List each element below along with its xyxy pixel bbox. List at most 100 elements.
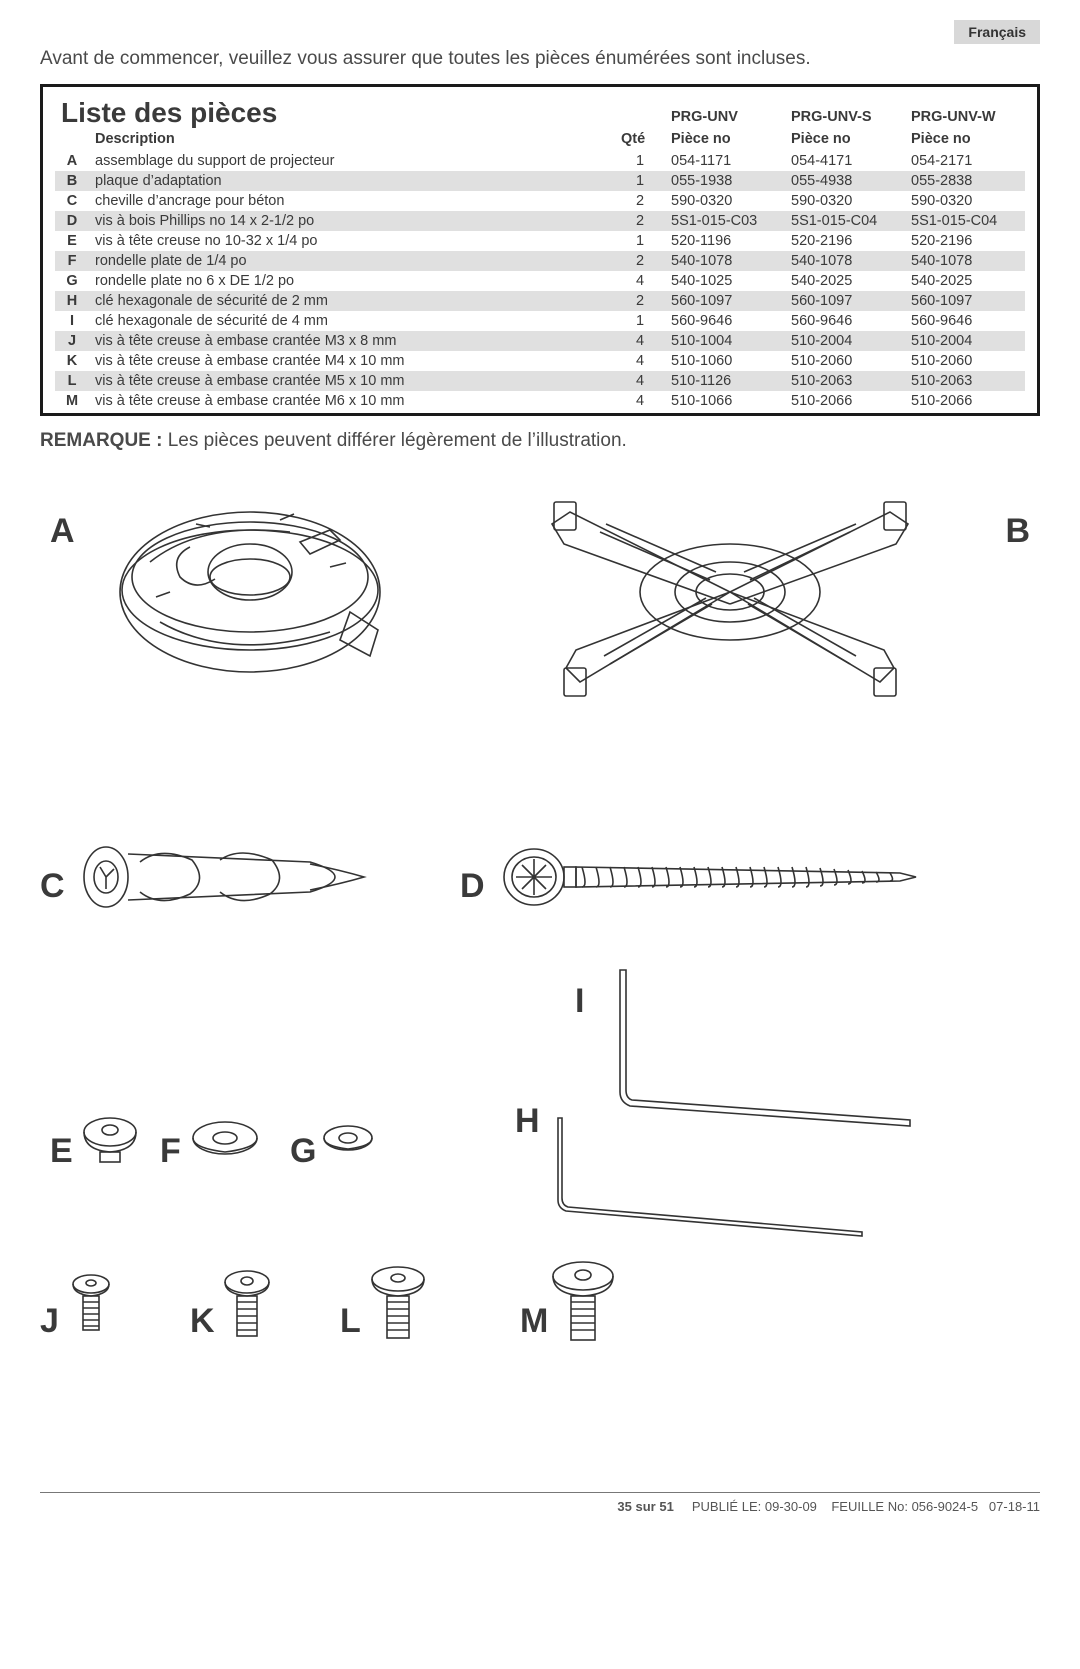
row-pn1: 560-1097 [665, 291, 785, 311]
row-code: H [55, 291, 89, 311]
illus-label-I: I [575, 982, 584, 1021]
row-pn3: 510-2066 [905, 391, 1025, 411]
illus-label-D: D [460, 867, 485, 906]
table-row: Hclé hexagonale de sécurité de 2 mm2560-… [55, 291, 1025, 311]
row-code: J [55, 331, 89, 351]
row-pn2: 590-0320 [785, 191, 905, 211]
row-qty: 4 [615, 391, 665, 411]
row-code: C [55, 191, 89, 211]
parts-list-title: Liste des pièces [61, 97, 277, 129]
footer-sheet-label: FEUILLE No: [831, 1499, 908, 1514]
row-desc: vis à tête creuse à embase crantée M6 x … [89, 391, 615, 411]
row-pn1: 510-1004 [665, 331, 785, 351]
row-pn2: 540-1078 [785, 251, 905, 271]
row-pn2: 510-2066 [785, 391, 905, 411]
row-desc: vis à tête creuse à embase crantée M5 x … [89, 371, 615, 391]
row-pn3: 510-2063 [905, 371, 1025, 391]
illus-H [540, 1112, 870, 1242]
row-code: L [55, 371, 89, 391]
col-qty: Qté [615, 129, 665, 151]
row-pn2: 540-2025 [785, 271, 905, 291]
row-desc: vis à tête creuse à embase crantée M3 x … [89, 331, 615, 351]
row-pn1: 560-9646 [665, 311, 785, 331]
illus-E [80, 1112, 140, 1167]
illus-label-L: L [340, 1302, 361, 1341]
row-pn2: 510-2063 [785, 371, 905, 391]
table-row: Aassemblage du support de projecteur1054… [55, 151, 1025, 171]
table-row: Frondelle plate de 1/4 po2540-1078540-10… [55, 251, 1025, 271]
row-pn3: 510-2060 [905, 351, 1025, 371]
row-code: M [55, 391, 89, 411]
remark-text: Les pièces peuvent différer légèrement d… [162, 430, 626, 451]
row-code: B [55, 171, 89, 191]
illus-G [322, 1124, 374, 1156]
row-qty: 2 [615, 291, 665, 311]
page-footer: 35 sur 51 PUBLIÉ LE: 09-30-09 FEUILLE No… [40, 1492, 1040, 1514]
row-pn1: 054-1171 [665, 151, 785, 171]
illus-label-H: H [515, 1102, 540, 1141]
row-pn2: 5S1-015-C04 [785, 211, 905, 231]
illus-label-B: B [1005, 512, 1030, 551]
footer-sheet-no: 056-9024-5 [912, 1499, 979, 1514]
col-partno-1: Pièce no [665, 129, 785, 151]
row-code: K [55, 351, 89, 371]
col-description: Description [89, 129, 615, 151]
illus-D [500, 837, 920, 917]
row-code: A [55, 151, 89, 171]
row-desc: clé hexagonale de sécurité de 4 mm [89, 311, 615, 331]
row-pn3: 520-2196 [905, 231, 1025, 251]
row-qty: 1 [615, 231, 665, 251]
row-pn1: 520-1196 [665, 231, 785, 251]
model-header-3: PRG-UNV-W [905, 95, 1025, 129]
row-desc: clé hexagonale de sécurité de 2 mm [89, 291, 615, 311]
row-desc: vis à bois Phillips no 14 x 2-1/2 po [89, 211, 615, 231]
illus-K [220, 1268, 274, 1344]
row-pn1: 540-1078 [665, 251, 785, 271]
table-row: Dvis à bois Phillips no 14 x 2-1/2 po25S… [55, 211, 1025, 231]
row-code: D [55, 211, 89, 231]
row-pn1: 510-1060 [665, 351, 785, 371]
illus-label-K: K [190, 1302, 215, 1341]
illus-label-M: M [520, 1302, 548, 1341]
row-code: I [55, 311, 89, 331]
remark-line: REMARQUE : Les pièces peuvent différer l… [40, 430, 1040, 452]
parts-list-box: Liste des pièces PRG-UNV PRG-UNV-S PRG-U… [40, 84, 1040, 416]
row-pn3: 540-2025 [905, 271, 1025, 291]
row-desc: rondelle plate no 6 x DE 1/2 po [89, 271, 615, 291]
illus-A [100, 472, 400, 712]
table-row: Kvis à tête creuse à embase crantée M4 x… [55, 351, 1025, 371]
row-pn1: 540-1025 [665, 271, 785, 291]
table-row: Evis à tête creuse no 10-32 x 1/4 po1520… [55, 231, 1025, 251]
illus-label-A: A [50, 512, 75, 551]
row-qty: 4 [615, 271, 665, 291]
row-pn3: 5S1-015-C04 [905, 211, 1025, 231]
illus-label-F: F [160, 1132, 181, 1171]
row-qty: 4 [615, 371, 665, 391]
row-qty: 1 [615, 151, 665, 171]
table-row: Mvis à tête creuse à embase crantée M6 x… [55, 391, 1025, 411]
footer-published-label: PUBLIÉ LE: [692, 1499, 761, 1514]
table-row: Jvis à tête creuse à embase crantée M3 x… [55, 331, 1025, 351]
model-header-1: PRG-UNV [665, 95, 785, 129]
row-desc: assemblage du support de projecteur [89, 151, 615, 171]
model-header-2: PRG-UNV-S [785, 95, 905, 129]
row-pn2: 520-2196 [785, 231, 905, 251]
row-code: E [55, 231, 89, 251]
illus-F [190, 1118, 260, 1162]
illustration-area: A B C [40, 472, 1040, 1472]
row-pn3: 560-9646 [905, 311, 1025, 331]
row-pn2: 510-2004 [785, 331, 905, 351]
row-desc: cheville d’ancrage pour béton [89, 191, 615, 211]
row-pn2: 055-4938 [785, 171, 905, 191]
row-qty: 1 [615, 311, 665, 331]
row-pn3: 590-0320 [905, 191, 1025, 211]
row-pn2: 560-1097 [785, 291, 905, 311]
row-qty: 1 [615, 171, 665, 191]
row-pn1: 510-1126 [665, 371, 785, 391]
illus-label-E: E [50, 1132, 73, 1171]
row-desc: plaque d’adaptation [89, 171, 615, 191]
table-row: Grondelle plate no 6 x DE 1/2 po4540-102… [55, 271, 1025, 291]
illus-label-C: C [40, 867, 65, 906]
illus-I [600, 962, 920, 1132]
row-code: G [55, 271, 89, 291]
